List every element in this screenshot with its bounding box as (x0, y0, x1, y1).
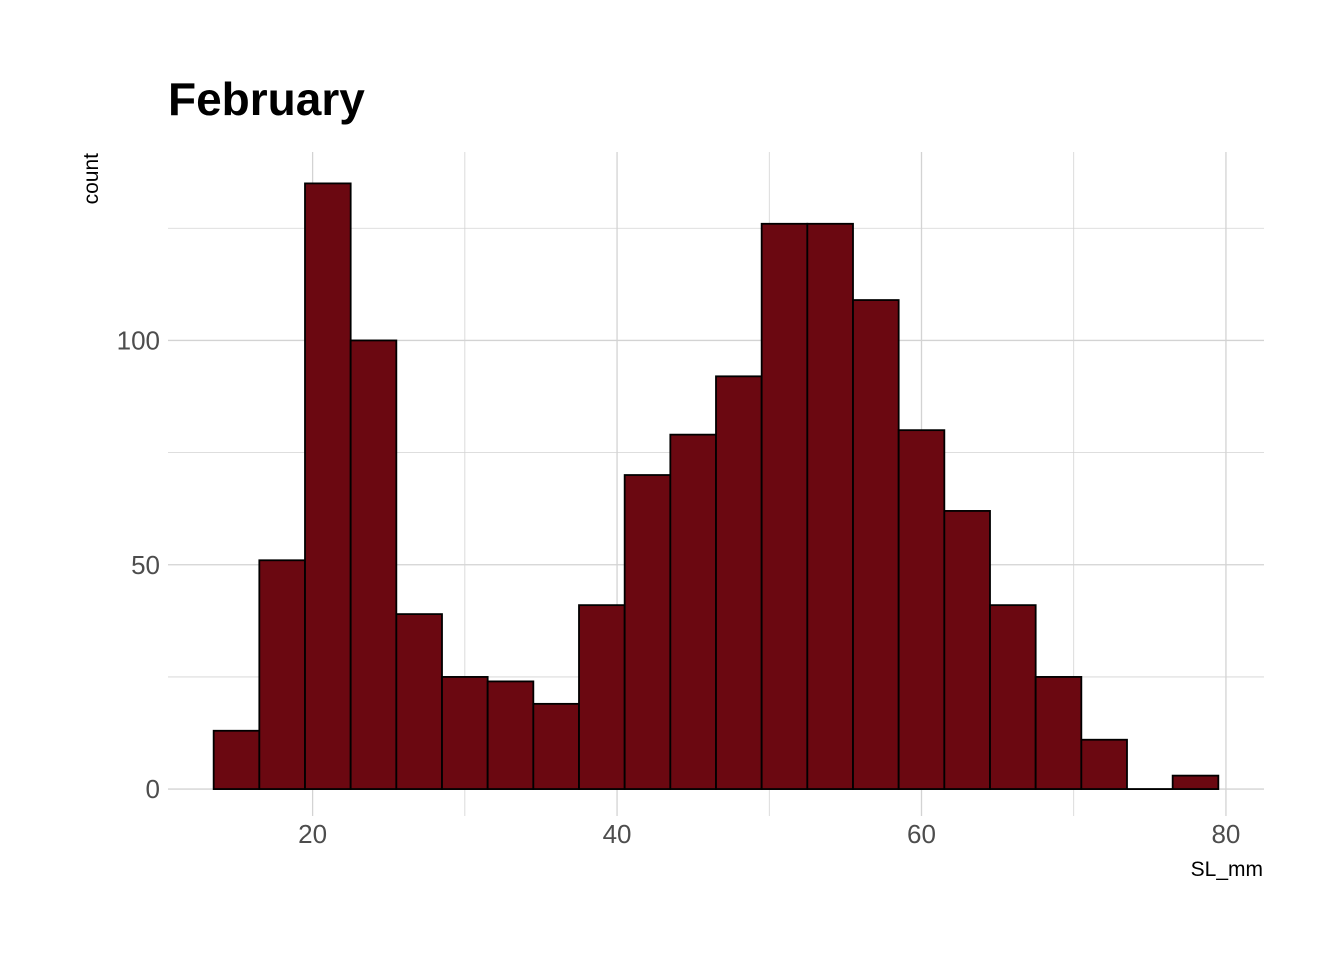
histogram-bar (1034, 676, 1083, 790)
histogram-bar (441, 676, 489, 790)
x-tick-label: 40 (603, 819, 632, 849)
histogram-bar (304, 182, 352, 790)
histogram-bar (897, 429, 946, 790)
histogram-bar (989, 604, 1037, 790)
bar-layer (212, 182, 1220, 790)
y-axis-title: count (80, 153, 103, 205)
histogram-bar (852, 299, 900, 790)
histogram-bar (349, 339, 398, 790)
x-tick-label: 80 (1211, 819, 1240, 849)
histogram-bar (669, 433, 717, 790)
y-tick-label: 100 (117, 325, 160, 355)
y-tick-label: 50 (131, 550, 160, 580)
histogram-bar (806, 222, 854, 790)
histogram-bar (395, 613, 443, 790)
histogram-bar (578, 604, 626, 790)
histogram-bar (486, 680, 535, 790)
histogram-bar (760, 222, 809, 790)
histogram-bar (212, 729, 261, 790)
tick-label-layer: 20 40 60 80 0 50 100 (117, 325, 1241, 849)
y-tick-label: 0 (146, 774, 160, 804)
chart-title: February (168, 73, 365, 125)
histogram-bar (1171, 774, 1220, 790)
histogram-bar (943, 510, 991, 790)
histogram-bar (258, 559, 306, 790)
histogram-bar (532, 702, 580, 790)
histogram-bar (715, 375, 763, 790)
histogram-bar (623, 474, 672, 790)
x-axis-title: SL_mm (1191, 858, 1263, 881)
x-tick-label: 60 (907, 819, 936, 849)
x-tick-label: 20 (298, 819, 327, 849)
histogram-bar (1080, 738, 1128, 790)
